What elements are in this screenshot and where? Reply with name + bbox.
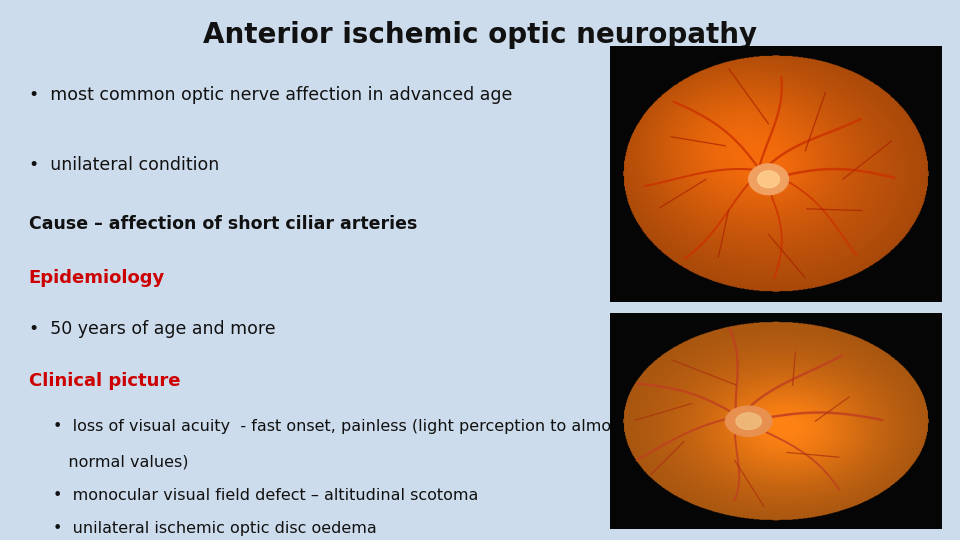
Text: Epidemiology: Epidemiology xyxy=(29,269,165,287)
Circle shape xyxy=(726,406,772,436)
Circle shape xyxy=(757,171,780,188)
Text: •  unilateral ischemic optic disc oedema: • unilateral ischemic optic disc oedema xyxy=(53,521,376,536)
Circle shape xyxy=(749,164,788,195)
Text: Clinical picture: Clinical picture xyxy=(29,372,180,390)
Text: normal values): normal values) xyxy=(53,454,188,469)
Text: •  50 years of age and more: • 50 years of age and more xyxy=(29,320,276,339)
Text: •  monocular visual field defect – altitudinal scotoma: • monocular visual field defect – altitu… xyxy=(53,488,478,503)
Text: •  most common optic nerve affection in advanced age: • most common optic nerve affection in a… xyxy=(29,85,513,104)
Text: •  loss of visual acuity  - fast onset, painless (light perception to almost: • loss of visual acuity - fast onset, pa… xyxy=(53,419,625,434)
Text: Cause – affection of short ciliar arteries: Cause – affection of short ciliar arteri… xyxy=(29,215,418,233)
Text: •  unilateral condition: • unilateral condition xyxy=(29,156,219,174)
Circle shape xyxy=(736,413,761,429)
Text: Anterior ischemic optic neuropathy: Anterior ischemic optic neuropathy xyxy=(203,21,757,49)
